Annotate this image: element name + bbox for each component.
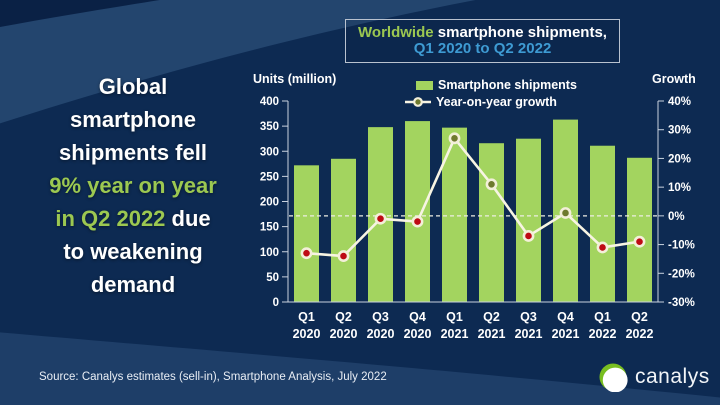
growth-marker-q2-2021 [485, 178, 498, 191]
right-axis-tick-label: 20% [668, 153, 691, 165]
left-axis-tick-label: 150 [260, 222, 279, 234]
canalys-logo-text: canalys [635, 365, 710, 388]
bar-q2-2022 [627, 157, 652, 302]
x-label-quarter: Q3 [520, 310, 537, 324]
x-label-year: 2020 [367, 327, 395, 341]
left-axis-tick-label: 350 [260, 121, 279, 133]
canalys-logo: canalys [598, 362, 710, 392]
right-axis-tick-label: -10% [668, 240, 695, 252]
chart-title-box: Worldwide smartphone shipments, Q1 2020 … [345, 19, 620, 63]
canalys-logo-icon [599, 363, 628, 392]
chart-title-line2: Q1 2020 to Q2 2022 [413, 40, 552, 57]
x-label-quarter: Q4 [409, 310, 426, 324]
source-note: Source: Canalys estimates (sell-in), Sma… [39, 371, 387, 383]
growth-marker-q1-2020 [300, 247, 313, 260]
x-label-quarter: Q2 [335, 310, 352, 324]
growth-marker-q3-2021 [522, 230, 535, 242]
left-axis-title: Units (million) [253, 72, 337, 86]
growth-marker-q4-2021 [559, 207, 572, 219]
x-label-year: 2022 [626, 327, 654, 341]
bar-q4-2020 [405, 121, 430, 302]
growth-line [306, 137, 640, 258]
x-label-year: 2022 [589, 327, 617, 341]
chart-title-line1: Worldwide smartphone shipments, [358, 24, 607, 41]
left-axis-tick-label: 300 [260, 146, 279, 158]
headline-line: demand [90, 272, 176, 297]
x-label-year: 2021 [441, 327, 469, 341]
growth-marker-q1-2021 [448, 132, 461, 145]
bar-q1-2020 [294, 165, 319, 302]
headline-line: to weakening [63, 239, 203, 264]
growth-marker-q2-2022 [633, 235, 646, 248]
headline-line: in Q2 2022 due [55, 206, 211, 231]
growth-marker-q2-2020 [337, 250, 350, 262]
x-label-quarter: Q2 [631, 310, 648, 324]
headline-line: 9% year on year [49, 173, 217, 198]
left-axis-tick-label: 400 [260, 96, 279, 108]
headline-line: smartphone [70, 107, 196, 132]
legend-item-growth: Year-on-year growth [405, 95, 577, 109]
line-marker-icon [405, 97, 431, 107]
right-axis-tick-label: 40% [668, 96, 691, 108]
headline-line: Global [98, 74, 168, 99]
legend-label: Smartphone shipments [438, 78, 577, 92]
x-label-quarter: Q1 [594, 310, 611, 324]
x-label-quarter: Q4 [557, 310, 574, 324]
x-label-year: 2021 [478, 327, 506, 341]
headline: Global smartphone shipments fell 9% year… [16, 70, 250, 301]
x-label-quarter: Q1 [298, 310, 315, 324]
swoosh-top-dark [0, 0, 160, 28]
left-axis-tick-label: 200 [260, 197, 279, 209]
legend-item-shipments: Smartphone shipments [416, 78, 577, 92]
x-label-quarter: Q3 [372, 310, 389, 324]
bar-q3-2021 [516, 138, 541, 302]
right-axis-tick-label: -30% [668, 297, 695, 309]
growth-marker-q4-2020 [411, 215, 424, 228]
left-axis-tick-label: 50 [266, 272, 279, 284]
x-label-quarter: Q1 [446, 310, 463, 324]
x-label-year: 2020 [330, 327, 358, 341]
right-axis-title: Growth [652, 72, 696, 86]
legend-label: Year-on-year growth [436, 95, 557, 109]
bar-swatch-icon [416, 80, 433, 90]
growth-marker-q3-2020 [374, 212, 387, 225]
growth-marker-q1-2022 [596, 241, 609, 254]
bar-q2-2021 [479, 143, 504, 302]
bar-q2-2020 [331, 158, 356, 302]
swoosh-bottom-light [0, 332, 720, 405]
bar-q1-2021 [442, 127, 467, 302]
x-label-year: 2020 [404, 327, 432, 341]
headline-line: shipments fell [59, 140, 207, 165]
left-axis-tick-label: 250 [260, 171, 279, 183]
x-label-year: 2021 [515, 327, 543, 341]
left-axis-tick-label: 100 [260, 247, 279, 259]
right-axis-tick-label: 0% [668, 211, 685, 223]
left-axis-tick-label: 0 [273, 297, 279, 309]
x-label-year: 2020 [293, 327, 321, 341]
right-axis-tick-label: 10% [668, 182, 691, 194]
legend: Smartphone shipments Year-on-year growth [405, 78, 577, 109]
x-label-quarter: Q2 [483, 310, 500, 324]
bar-q1-2022 [590, 145, 615, 302]
right-axis-tick-label: -20% [668, 268, 695, 280]
swoosh-top-light [0, 0, 476, 124]
right-axis-tick-label: 30% [668, 125, 691, 137]
x-label-year: 2021 [552, 327, 580, 341]
